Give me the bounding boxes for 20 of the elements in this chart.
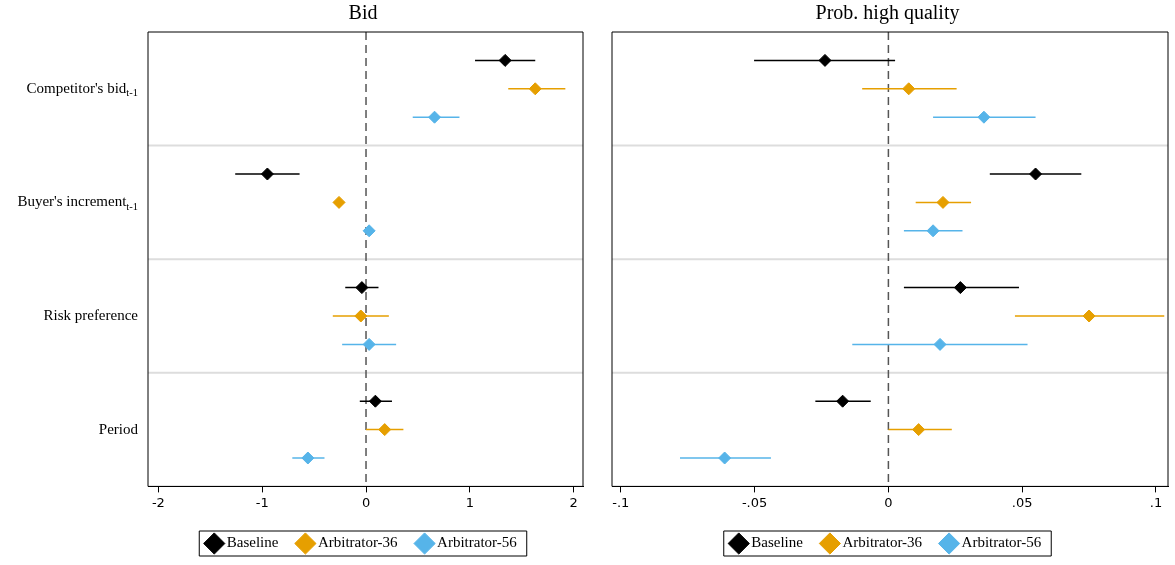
legend-label: Arbitrator-56	[437, 534, 518, 551]
chart-title: Bid	[348, 1, 378, 24]
y-tick-label: Period	[98, 420, 139, 437]
x-tick-label: 1	[465, 494, 474, 510]
y-tick-label: Risk preference	[43, 306, 139, 323]
legend-label: Baseline	[751, 534, 804, 551]
legend-label: Arbitrator-56	[961, 534, 1042, 551]
x-tick-label: 2	[569, 494, 578, 510]
x-tick-label: .05	[1011, 494, 1033, 510]
x-tick-label: 0	[884, 494, 893, 510]
x-tick-label: -1	[255, 494, 269, 510]
chart-title: Prob. high quality	[815, 1, 960, 25]
legend-label: Arbitrator-36	[317, 534, 399, 551]
legend-label: Arbitrator-36	[842, 534, 923, 551]
x-tick-label: .1	[1149, 494, 1163, 510]
x-tick-label: -.1	[612, 494, 630, 510]
x-tick-label: -.05	[741, 494, 768, 510]
legend-label: Baseline	[226, 534, 279, 551]
x-tick-label: -2	[151, 494, 165, 510]
x-tick-label: 0	[361, 494, 371, 510]
